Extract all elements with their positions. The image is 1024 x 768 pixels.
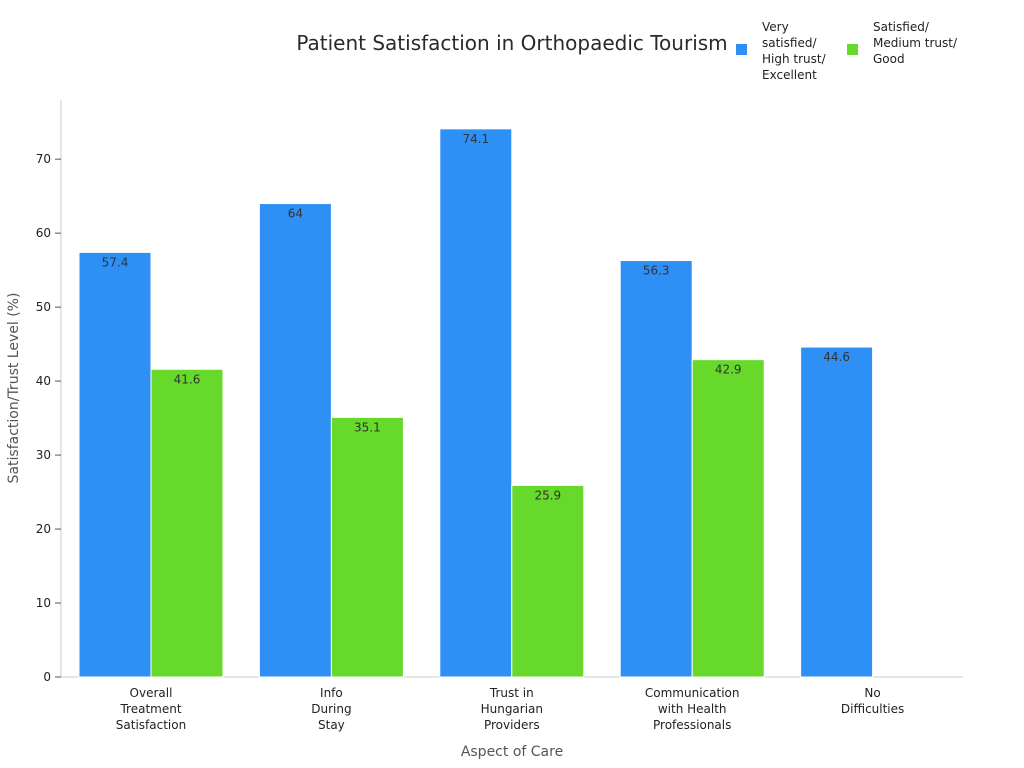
legend-swatch <box>847 44 858 55</box>
legend-label-line: Medium trust/ <box>873 36 958 50</box>
x-tick-label-line: During <box>311 702 351 716</box>
y-axis-title: Satisfaction/Trust Level (%) <box>6 293 22 484</box>
x-tick-label-line: Communication <box>645 686 740 700</box>
legend-label-line: Good <box>873 52 905 66</box>
bar <box>619 260 693 678</box>
x-tick-label-line: Hungarian <box>481 702 543 716</box>
x-tick-label: No Difficulties <box>841 686 904 716</box>
x-tick-label-line: Treatment <box>119 702 181 716</box>
x-tick-label-line: Overall <box>130 686 173 700</box>
legend: Very satisfied/High trust/Excellent Satisf… <box>736 20 958 82</box>
bar <box>78 251 152 678</box>
bar <box>258 203 332 678</box>
data-label: 35.1 <box>354 420 381 434</box>
data-label: 64 <box>288 207 303 221</box>
x-tick-label-line: Professionals <box>653 718 731 732</box>
bar <box>150 368 224 678</box>
y-axis: 0 10 20 30 40 50 60 70 <box>36 100 62 684</box>
chart-title: Patient Satisfaction in Orthopaedic Tour… <box>296 31 727 55</box>
data-label: 44.6 <box>823 350 850 364</box>
legend-label-line: Very <box>762 20 789 34</box>
y-tick-label: 40 <box>36 374 51 388</box>
y-tick-label: 50 <box>36 300 51 314</box>
legend-swatch <box>736 44 747 55</box>
x-tick-label-line: No <box>864 686 880 700</box>
y-tick-label: 30 <box>36 448 51 462</box>
x-tick-label-line: Stay <box>318 718 345 732</box>
data-label: 41.6 <box>174 372 201 386</box>
bar <box>439 128 513 678</box>
legend-label-line: Satisfied/ <box>873 20 930 34</box>
bars <box>78 128 874 678</box>
legend-label-line: High trust/ <box>762 52 827 66</box>
data-label: 25.9 <box>534 488 561 502</box>
x-tick-label-line: with Health <box>658 702 727 716</box>
x-tick-label-line: Satisfaction <box>116 718 186 732</box>
x-axis: Overall Treatment Satisfaction Info During St… <box>61 676 963 732</box>
x-tick-label: Trust in Hungarian Providers <box>481 686 543 732</box>
y-tick-label: 0 <box>43 670 51 684</box>
data-label: 56.3 <box>643 264 670 278</box>
x-tick-label: Overall Treatment Satisfaction <box>116 686 186 732</box>
x-tick-label: Info During Stay <box>311 686 351 732</box>
x-tick-label-line: Providers <box>484 718 540 732</box>
legend-label-line: satisfied/ <box>762 36 817 50</box>
y-tick-label: 60 <box>36 226 51 240</box>
legend-label: Satisfied/Medium trust/Good <box>873 20 958 66</box>
bar <box>511 484 585 678</box>
x-tick-label-line: Info <box>320 686 343 700</box>
bar <box>330 416 404 678</box>
x-tick-label: Communication with Health Professionals <box>645 686 740 732</box>
data-labels: 57.4 41.6 64 35.1 74.1 25.9 56.3 42.9 44.6 <box>102 132 850 503</box>
x-axis-title: Aspect of Care <box>461 744 563 760</box>
y-tick-label: 10 <box>36 596 51 610</box>
data-label: 42.9 <box>715 363 742 377</box>
bar <box>800 346 874 678</box>
y-tick-label: 20 <box>36 522 51 536</box>
legend-label: Very satisfied/High trust/Excellent <box>762 20 827 82</box>
data-label: 74.1 <box>462 132 489 146</box>
data-label: 57.4 <box>102 255 129 269</box>
bar <box>691 359 765 678</box>
legend-label-line: Excellent <box>762 68 817 82</box>
y-tick-label: 70 <box>36 152 51 166</box>
x-tick-label-line: Difficulties <box>841 702 904 716</box>
x-tick-label-line: Trust in <box>489 686 534 700</box>
